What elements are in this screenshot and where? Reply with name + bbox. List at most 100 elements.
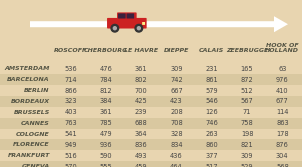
Text: 976: 976 xyxy=(276,77,289,83)
Text: 590: 590 xyxy=(99,153,112,159)
Text: 876: 876 xyxy=(276,142,289,148)
Text: 555: 555 xyxy=(99,164,112,167)
Text: 410: 410 xyxy=(276,88,289,94)
Circle shape xyxy=(137,27,140,30)
Text: 516: 516 xyxy=(64,153,77,159)
Text: 425: 425 xyxy=(135,99,147,104)
Text: 688: 688 xyxy=(135,120,147,126)
Text: CANNES: CANNES xyxy=(21,121,50,126)
Text: 309: 309 xyxy=(170,66,183,72)
Text: 567: 567 xyxy=(241,99,253,104)
Text: 208: 208 xyxy=(170,109,183,115)
Text: 231: 231 xyxy=(205,66,218,72)
Bar xyxy=(0,107,302,118)
Text: 464: 464 xyxy=(170,164,183,167)
Text: 309: 309 xyxy=(241,153,253,159)
Text: BARCELONA: BARCELONA xyxy=(7,77,50,82)
Text: BERLIN: BERLIN xyxy=(24,88,50,93)
Bar xyxy=(0,74,302,85)
Text: CHERBOURG: CHERBOURG xyxy=(84,48,128,53)
Text: ROSCOFF: ROSCOFF xyxy=(54,48,87,53)
Text: 198: 198 xyxy=(241,131,253,137)
Text: 165: 165 xyxy=(241,66,253,72)
Text: 323: 323 xyxy=(64,99,77,104)
Text: 836: 836 xyxy=(135,142,147,148)
Text: ZEEBRUGGE: ZEEBRUGGE xyxy=(226,48,268,53)
Text: 758: 758 xyxy=(241,120,253,126)
Text: 579: 579 xyxy=(205,88,218,94)
Text: 546: 546 xyxy=(205,99,218,104)
Text: 742: 742 xyxy=(170,77,183,83)
Text: 860: 860 xyxy=(205,142,218,148)
Bar xyxy=(0,96,302,107)
Bar xyxy=(0,139,302,150)
Text: 812: 812 xyxy=(99,88,112,94)
Text: 114: 114 xyxy=(276,109,289,115)
Text: 328: 328 xyxy=(170,131,183,137)
Text: 361: 361 xyxy=(100,109,112,115)
Text: 361: 361 xyxy=(135,66,147,72)
Text: 700: 700 xyxy=(135,88,147,94)
Text: 263: 263 xyxy=(205,131,218,137)
Text: DIEPPE: DIEPPE xyxy=(164,48,189,53)
Text: 746: 746 xyxy=(205,120,218,126)
Text: 568: 568 xyxy=(276,164,289,167)
Text: 126: 126 xyxy=(205,109,218,115)
Text: 512: 512 xyxy=(241,88,253,94)
Text: 802: 802 xyxy=(135,77,147,83)
Text: 861: 861 xyxy=(205,77,218,83)
Text: 529: 529 xyxy=(241,164,253,167)
Text: 872: 872 xyxy=(241,77,253,83)
Bar xyxy=(0,63,302,74)
Circle shape xyxy=(111,24,119,32)
Text: 364: 364 xyxy=(135,131,147,137)
Text: 784: 784 xyxy=(99,77,112,83)
Text: 377: 377 xyxy=(205,153,218,159)
Text: BRUSSELS: BRUSSELS xyxy=(14,110,50,115)
Text: 667: 667 xyxy=(170,88,183,94)
Text: 763: 763 xyxy=(64,120,77,126)
Text: 493: 493 xyxy=(135,153,147,159)
Text: HOLLAND: HOLLAND xyxy=(265,48,299,53)
Text: 936: 936 xyxy=(100,142,112,148)
Bar xyxy=(0,150,302,161)
Bar xyxy=(0,85,302,96)
Text: 541: 541 xyxy=(64,131,77,137)
Text: 821: 821 xyxy=(241,142,253,148)
Circle shape xyxy=(113,27,116,30)
Text: 863: 863 xyxy=(276,120,289,126)
Text: 384: 384 xyxy=(99,99,112,104)
Bar xyxy=(0,161,302,167)
Text: 866: 866 xyxy=(64,88,77,94)
Text: 517: 517 xyxy=(205,164,218,167)
Text: 304: 304 xyxy=(276,153,289,159)
FancyBboxPatch shape xyxy=(142,22,145,25)
Text: FRANKFURT: FRANKFURT xyxy=(8,153,50,158)
Text: CALAIS: CALAIS xyxy=(199,48,224,53)
Text: 178: 178 xyxy=(276,131,289,137)
Text: COLOGNE: COLOGNE xyxy=(16,132,50,136)
FancyBboxPatch shape xyxy=(117,12,137,21)
Text: LE HAVRE: LE HAVRE xyxy=(124,48,158,53)
Bar xyxy=(0,129,302,139)
FancyBboxPatch shape xyxy=(107,18,147,29)
Polygon shape xyxy=(30,16,288,32)
Text: 436: 436 xyxy=(170,153,183,159)
Text: GENEVA: GENEVA xyxy=(22,164,50,167)
Bar xyxy=(0,118,302,129)
Text: 423: 423 xyxy=(170,99,183,104)
FancyBboxPatch shape xyxy=(118,13,126,19)
Text: FLORENCE: FLORENCE xyxy=(13,142,50,147)
Text: AMSTERDAM: AMSTERDAM xyxy=(5,66,50,71)
Text: 63: 63 xyxy=(278,66,287,72)
Text: 834: 834 xyxy=(170,142,183,148)
FancyBboxPatch shape xyxy=(127,13,134,19)
Text: 459: 459 xyxy=(135,164,147,167)
Text: 403: 403 xyxy=(64,109,77,115)
Text: 239: 239 xyxy=(135,109,147,115)
Circle shape xyxy=(135,24,143,32)
Text: 476: 476 xyxy=(99,66,112,72)
Text: 479: 479 xyxy=(99,131,112,137)
Text: 949: 949 xyxy=(64,142,77,148)
Text: HOOK OF: HOOK OF xyxy=(266,43,299,48)
